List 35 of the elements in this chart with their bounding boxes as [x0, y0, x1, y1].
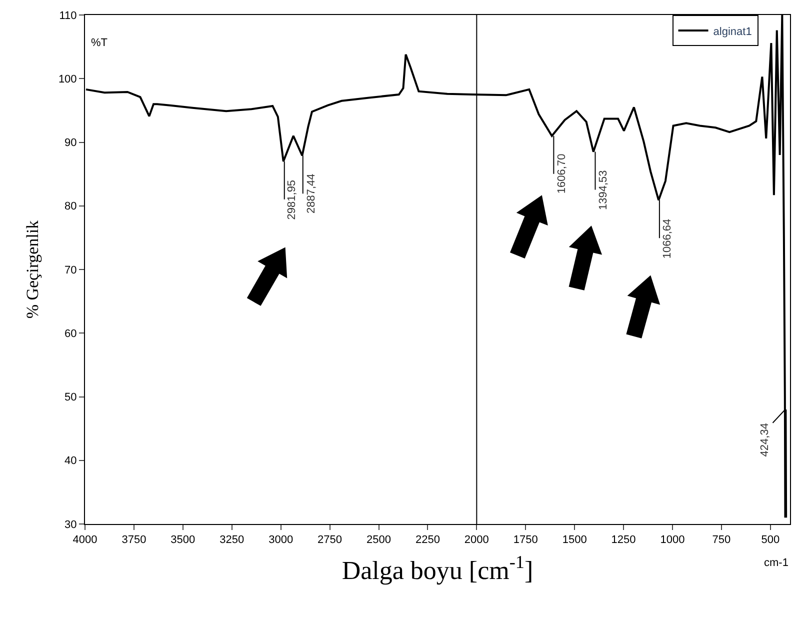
- y-axis-title: % Geçirgenlik: [22, 220, 42, 319]
- x-tick-label: 3500: [170, 534, 196, 546]
- x-tick-label: 2000: [464, 534, 489, 546]
- x-tick-label: 2500: [366, 534, 391, 546]
- x-tick-label: 2750: [318, 534, 342, 546]
- y-tick-label: 70: [64, 264, 77, 276]
- x-tick-label: 3750: [122, 534, 146, 546]
- x-tick-label: 2250: [415, 534, 440, 546]
- annotation: 1394,53: [597, 170, 610, 210]
- y-tick-label: 40: [64, 455, 77, 468]
- x-tick-label: 1500: [562, 534, 587, 546]
- annotation: 1606,70: [556, 154, 568, 194]
- y-tick-label: 100: [58, 73, 77, 86]
- x-tick-label: 3250: [220, 534, 244, 546]
- x-tick-label: 3000: [268, 534, 294, 546]
- y-tick-label: 30: [64, 518, 77, 531]
- text: cm-1: [764, 557, 788, 569]
- x-axis-title: Dalga boyu [cm$^{-1}$]: [342, 552, 534, 585]
- x-tick-label: 1750: [513, 534, 538, 546]
- annotation: 2887,44: [305, 174, 318, 214]
- annotation: 2981,95: [286, 180, 298, 220]
- x-tick-label: 750: [712, 534, 731, 546]
- annotation: 1066,64: [661, 218, 674, 259]
- x-tick-label: 1250: [611, 534, 636, 546]
- y-tick-label: 50: [64, 392, 77, 404]
- y-tick-label: 60: [64, 328, 77, 340]
- x-tick-label: 1000: [660, 534, 685, 546]
- annotation: %T: [91, 37, 108, 49]
- y-tick-label: 110: [59, 10, 77, 22]
- x-tick-label: 4000: [72, 534, 98, 546]
- y-tick-label: 90: [64, 137, 77, 150]
- x-tick-label: 500: [761, 534, 780, 546]
- annotation: 424,34: [758, 423, 771, 457]
- legend-label: alginat1: [713, 26, 752, 38]
- y-tick-label: 80: [64, 200, 77, 213]
